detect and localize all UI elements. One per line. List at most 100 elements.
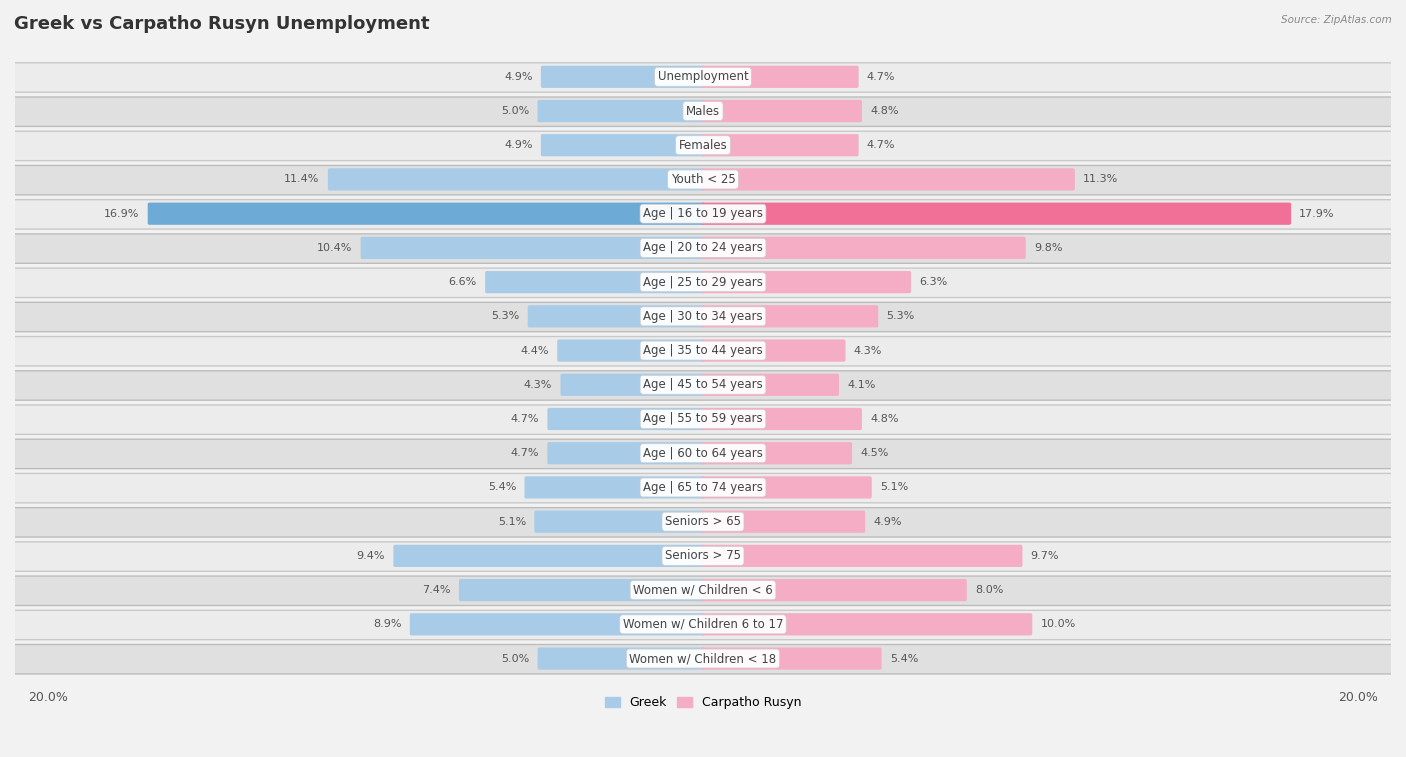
FancyBboxPatch shape: [702, 579, 967, 601]
FancyBboxPatch shape: [0, 235, 1406, 263]
FancyBboxPatch shape: [702, 237, 1026, 259]
FancyBboxPatch shape: [0, 645, 1406, 673]
FancyBboxPatch shape: [0, 337, 1406, 366]
FancyBboxPatch shape: [0, 166, 1406, 195]
Text: Women w/ Children < 18: Women w/ Children < 18: [630, 652, 776, 665]
FancyBboxPatch shape: [328, 168, 704, 191]
FancyBboxPatch shape: [557, 339, 704, 362]
FancyBboxPatch shape: [702, 168, 1074, 191]
FancyBboxPatch shape: [547, 442, 704, 464]
FancyBboxPatch shape: [0, 611, 1406, 639]
Text: 4.9%: 4.9%: [505, 140, 533, 150]
FancyBboxPatch shape: [0, 541, 1406, 572]
Text: 4.9%: 4.9%: [873, 517, 901, 527]
Text: Age | 16 to 19 years: Age | 16 to 19 years: [643, 207, 763, 220]
Text: Women w/ Children 6 to 17: Women w/ Children 6 to 17: [623, 618, 783, 631]
Text: 4.3%: 4.3%: [853, 345, 882, 356]
FancyBboxPatch shape: [458, 579, 704, 601]
Text: 6.6%: 6.6%: [449, 277, 477, 287]
Text: Age | 20 to 24 years: Age | 20 to 24 years: [643, 241, 763, 254]
Text: 11.4%: 11.4%: [284, 174, 319, 185]
Text: 4.1%: 4.1%: [848, 380, 876, 390]
FancyBboxPatch shape: [702, 510, 865, 533]
Text: 5.3%: 5.3%: [491, 311, 520, 321]
Text: 4.9%: 4.9%: [505, 72, 533, 82]
FancyBboxPatch shape: [0, 132, 1406, 160]
Text: 9.4%: 9.4%: [357, 551, 385, 561]
FancyBboxPatch shape: [0, 508, 1406, 537]
Text: Males: Males: [686, 104, 720, 117]
FancyBboxPatch shape: [0, 62, 1406, 93]
FancyBboxPatch shape: [524, 476, 704, 499]
FancyBboxPatch shape: [394, 545, 704, 567]
FancyBboxPatch shape: [0, 165, 1406, 195]
Text: 8.0%: 8.0%: [974, 585, 1004, 595]
Text: 4.7%: 4.7%: [868, 72, 896, 82]
Text: 4.8%: 4.8%: [870, 414, 898, 424]
Text: Age | 45 to 54 years: Age | 45 to 54 years: [643, 378, 763, 391]
FancyBboxPatch shape: [0, 201, 1406, 229]
Text: Greek vs Carpatho Rusyn Unemployment: Greek vs Carpatho Rusyn Unemployment: [14, 15, 430, 33]
Text: Unemployment: Unemployment: [658, 70, 748, 83]
FancyBboxPatch shape: [702, 408, 862, 430]
FancyBboxPatch shape: [0, 643, 1406, 674]
FancyBboxPatch shape: [0, 440, 1406, 468]
Text: 4.7%: 4.7%: [510, 448, 538, 458]
FancyBboxPatch shape: [702, 134, 859, 157]
FancyBboxPatch shape: [541, 66, 704, 88]
FancyBboxPatch shape: [0, 438, 1406, 469]
Text: 6.3%: 6.3%: [920, 277, 948, 287]
FancyBboxPatch shape: [702, 374, 839, 396]
Text: 4.3%: 4.3%: [524, 380, 553, 390]
FancyBboxPatch shape: [527, 305, 704, 328]
Text: Women w/ Children < 6: Women w/ Children < 6: [633, 584, 773, 597]
FancyBboxPatch shape: [0, 130, 1406, 161]
Text: 7.4%: 7.4%: [422, 585, 451, 595]
FancyBboxPatch shape: [0, 96, 1406, 127]
FancyBboxPatch shape: [0, 372, 1406, 400]
Text: 4.4%: 4.4%: [520, 345, 548, 356]
FancyBboxPatch shape: [0, 577, 1406, 605]
Text: 5.4%: 5.4%: [488, 482, 516, 493]
FancyBboxPatch shape: [702, 647, 882, 670]
Text: Females: Females: [679, 139, 727, 151]
Text: 5.3%: 5.3%: [886, 311, 915, 321]
Text: 17.9%: 17.9%: [1299, 209, 1334, 219]
FancyBboxPatch shape: [409, 613, 704, 635]
FancyBboxPatch shape: [0, 472, 1406, 503]
FancyBboxPatch shape: [485, 271, 704, 293]
Text: 5.0%: 5.0%: [501, 653, 530, 664]
FancyBboxPatch shape: [0, 98, 1406, 126]
FancyBboxPatch shape: [702, 271, 911, 293]
FancyBboxPatch shape: [0, 370, 1406, 401]
FancyBboxPatch shape: [0, 406, 1406, 434]
FancyBboxPatch shape: [0, 199, 1406, 230]
FancyBboxPatch shape: [0, 507, 1406, 537]
FancyBboxPatch shape: [537, 647, 704, 670]
FancyBboxPatch shape: [0, 269, 1406, 297]
Text: 5.1%: 5.1%: [880, 482, 908, 493]
FancyBboxPatch shape: [561, 374, 704, 396]
Text: Age | 65 to 74 years: Age | 65 to 74 years: [643, 481, 763, 494]
Text: 5.4%: 5.4%: [890, 653, 918, 664]
FancyBboxPatch shape: [0, 575, 1406, 606]
Text: Seniors > 65: Seniors > 65: [665, 516, 741, 528]
FancyBboxPatch shape: [702, 339, 845, 362]
Text: 9.8%: 9.8%: [1033, 243, 1063, 253]
Text: 4.8%: 4.8%: [870, 106, 898, 116]
FancyBboxPatch shape: [534, 510, 704, 533]
FancyBboxPatch shape: [547, 408, 704, 430]
FancyBboxPatch shape: [0, 336, 1406, 366]
FancyBboxPatch shape: [702, 305, 879, 328]
FancyBboxPatch shape: [702, 66, 859, 88]
Text: Age | 30 to 34 years: Age | 30 to 34 years: [643, 310, 763, 322]
Text: 5.1%: 5.1%: [498, 517, 526, 527]
FancyBboxPatch shape: [541, 134, 704, 157]
Text: Source: ZipAtlas.com: Source: ZipAtlas.com: [1281, 15, 1392, 25]
Text: 10.0%: 10.0%: [1040, 619, 1076, 629]
FancyBboxPatch shape: [0, 301, 1406, 332]
Text: Youth < 25: Youth < 25: [671, 173, 735, 186]
Legend: Greek, Carpatho Rusyn: Greek, Carpatho Rusyn: [599, 691, 807, 715]
FancyBboxPatch shape: [702, 476, 872, 499]
FancyBboxPatch shape: [360, 237, 704, 259]
